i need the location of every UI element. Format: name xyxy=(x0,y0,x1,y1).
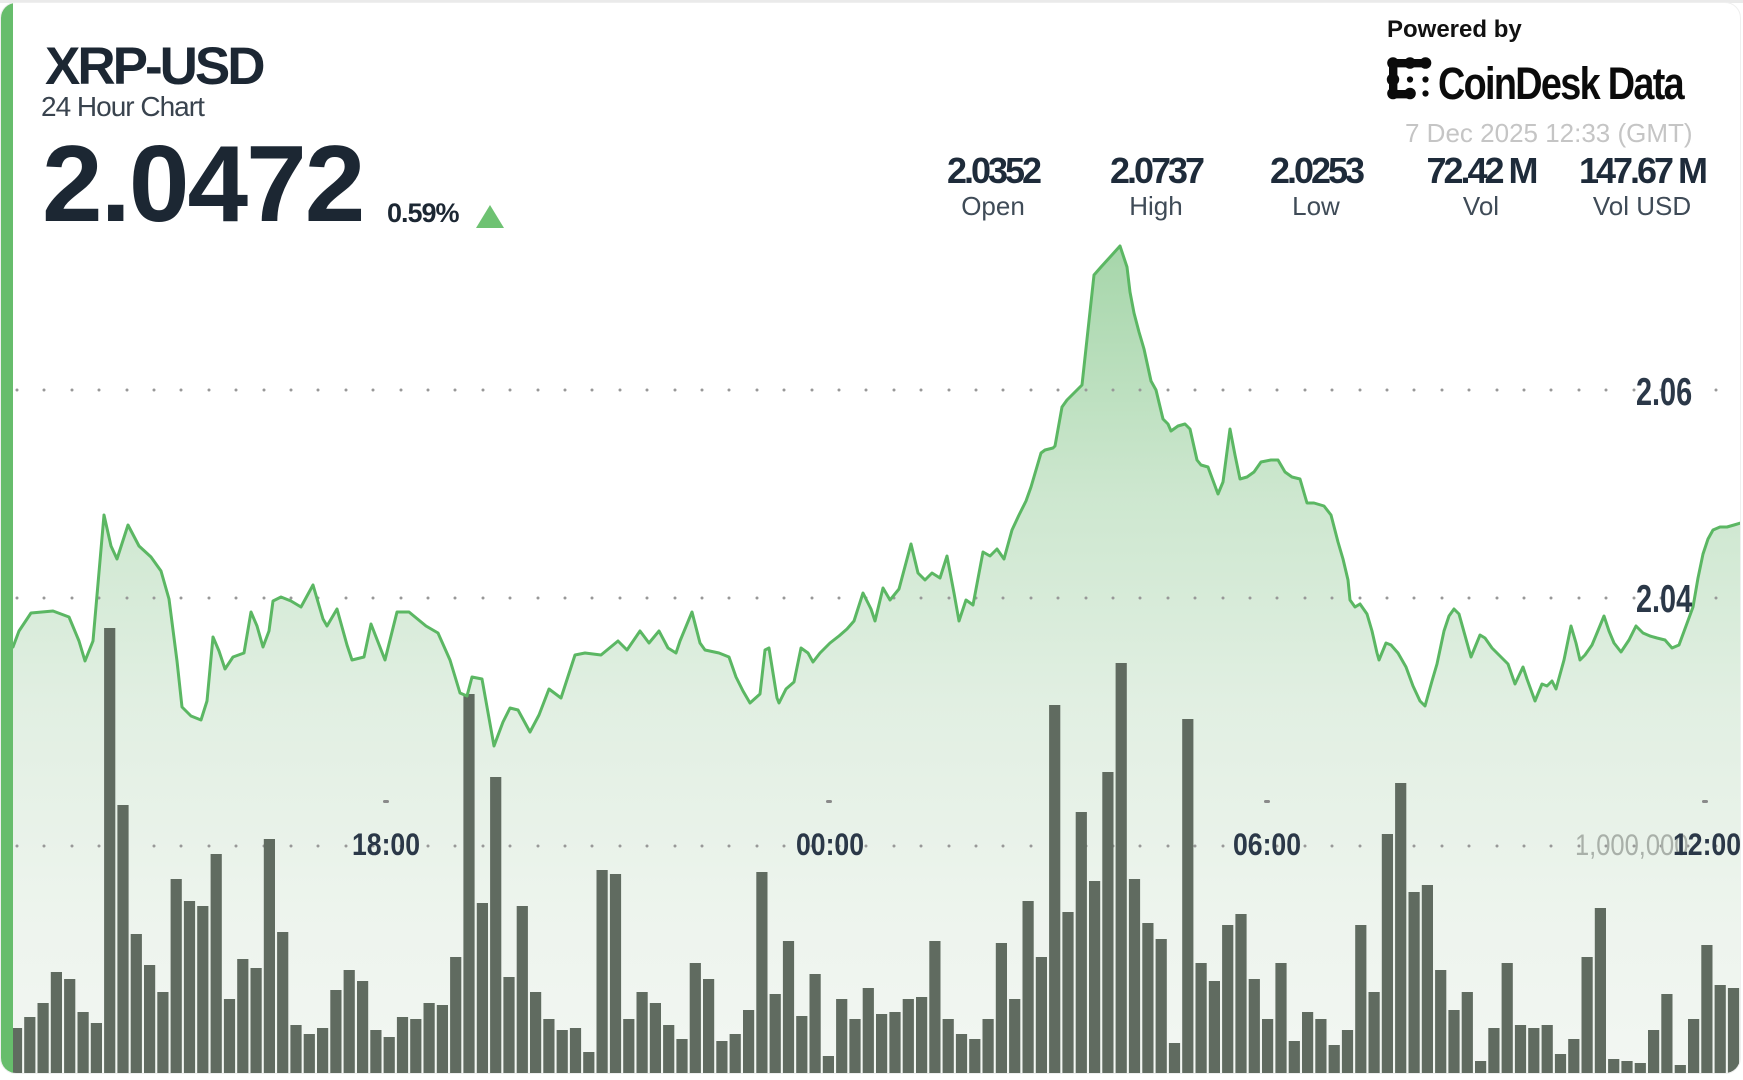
svg-text:12:00: 12:00 xyxy=(1673,828,1741,863)
svg-text:00:00: 00:00 xyxy=(796,828,864,863)
svg-text:1,000,000: 1,000,000 xyxy=(1575,828,1688,861)
svg-text:18:00: 18:00 xyxy=(352,828,420,863)
svg-text:2.04: 2.04 xyxy=(1636,578,1692,621)
svg-text:06:00: 06:00 xyxy=(1233,828,1301,863)
svg-text:2.06: 2.06 xyxy=(1636,371,1692,414)
